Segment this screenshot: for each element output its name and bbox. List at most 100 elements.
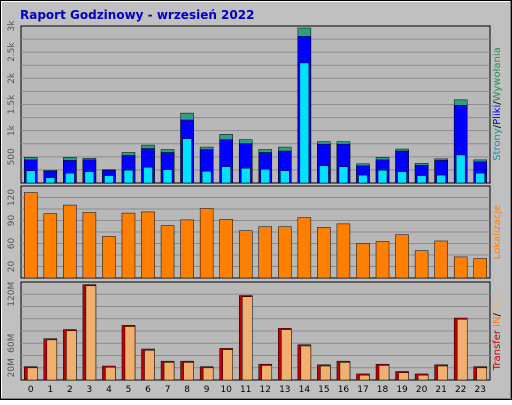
y-tick-label: 60 [7,238,17,250]
bar-transfer-out [163,362,175,381]
y-tick-label: 1k [7,124,17,136]
x-tick-label: 19 [396,385,408,395]
bar-lokalizacje [180,219,194,279]
bar-transfer-out [85,285,97,381]
bar-lokalizacje [219,219,233,279]
bar-transfer-out [281,329,292,381]
bars [24,192,487,279]
y-tick-label: 2.5k [7,42,17,62]
y-tick-label: 1.5k [7,94,17,114]
bar-lokalizacje [434,240,448,279]
y-tick-label: 500 [7,148,17,165]
bar-lokalizacje [375,241,390,279]
bar-strony [221,166,231,184]
bar-lokalizacje [297,217,312,279]
y-tick-label: 120M [7,282,17,307]
chart-title: Raport Godzinowy - wrzesień 2022 [20,8,254,22]
y-tick-label: 20 [7,261,17,273]
bar-strony [162,169,173,184]
x-tick-label: 12 [260,385,271,395]
bar-transfer-out [27,367,38,381]
x-tick-label: 8 [184,385,190,395]
bar-strony [65,172,75,184]
bar-lokalizacje [473,258,487,279]
bars [24,27,487,184]
bar-strony [475,172,485,184]
bar-transfer-out [241,296,253,381]
bar-strony [104,175,114,184]
bar-transfer-out [378,365,390,381]
bar-strony [397,171,407,184]
legend-middle: Lokalizacje [492,205,503,260]
bar-strony [319,165,329,184]
bar-strony [436,174,446,184]
bar-strony [338,166,349,184]
bar-lokalizacje [141,211,155,279]
x-tick-label: 1 [47,385,53,395]
legend-part: Wywołania [492,47,503,101]
legend-part: / [492,101,503,105]
bar-strony [358,174,368,184]
bar-lokalizacje [199,208,214,279]
legend-part: Lokalizacje [492,205,503,260]
bar-transfer-out [300,345,312,381]
bar-transfer-out [202,367,214,381]
bar-lokalizacje [24,192,38,279]
x-tick-label: 15 [318,385,329,395]
x-tick-label: 14 [299,385,311,395]
x-tick-label: 21 [435,385,446,395]
bar-transfer-out [456,318,468,381]
bar-lokalizacje [395,234,409,279]
bar-lokalizacje [336,223,351,279]
legend-part: / [492,124,503,128]
bar-lokalizacje [160,225,175,279]
bar-lokalizacje [238,230,253,279]
chart-panel-2: 20 60 90 120 [7,185,491,279]
y-tick-label: 2k [7,72,17,84]
chart-panel-1: 500 1k 1.5k 2k 2.5k 3k [7,20,491,184]
y-tick-label: 120 [7,189,17,206]
bar-strony [455,154,466,184]
bar-transfer-out [222,349,233,381]
x-tick-label: 22 [455,385,466,395]
bar-transfer-out [339,362,351,381]
bar-transfer-out [320,365,331,381]
bar-strony [299,62,310,184]
bar-lokalizacje [258,226,273,279]
x-tick-label: 7 [165,385,171,395]
y-tick-label: 60M [7,334,17,353]
chart-legends: Strony/Pliki/Wywołania Lokalizacje Transfe… [492,47,503,371]
bar-strony [143,167,153,184]
bar-lokalizacje [317,227,331,279]
x-axis-labels: 0 1 2 3 4 5 6 7 8 9 10 11 12 13 14 15 16 17 18 19 20 21 22 23 [28,385,486,395]
x-tick-label: 6 [145,385,151,395]
chart-panels: 500 1k 1.5k 2k 2.5k 3k 20 60 90 120 20M 60M 120M [7,20,491,381]
bar-strony [84,171,95,184]
bar-lokalizacje [63,204,77,279]
bar-lokalizacje [453,256,468,279]
chart-panel-3: 20M 60M 120M [7,281,491,381]
x-tick-label: 0 [28,385,34,395]
x-tick-label: 17 [357,385,368,395]
x-tick-label: 9 [204,385,210,395]
bar-transfer-out [105,366,116,381]
x-tick-label: 3 [87,385,93,395]
bar-transfer-out [359,374,370,381]
bar-lokalizacje [102,236,116,279]
x-tick-label: 13 [279,385,290,395]
x-tick-label: 18 [377,385,389,395]
y-tick-label: 3k [7,20,17,32]
x-tick-label: 16 [338,385,350,395]
y-tick-label: 90 [7,215,17,227]
bar-strony [182,138,192,184]
bar-transfer-out [476,367,487,381]
x-tick-label: 23 [475,385,486,395]
x-tick-label: 2 [67,385,73,395]
x-tick-label: 5 [126,385,132,395]
legend-top: Strony/Pliki/Wywołania [492,47,503,161]
legend-bottom: Transfer IN/OUT [492,291,503,371]
bar-transfer-out [261,365,273,381]
bar-lokalizacje [356,243,370,279]
